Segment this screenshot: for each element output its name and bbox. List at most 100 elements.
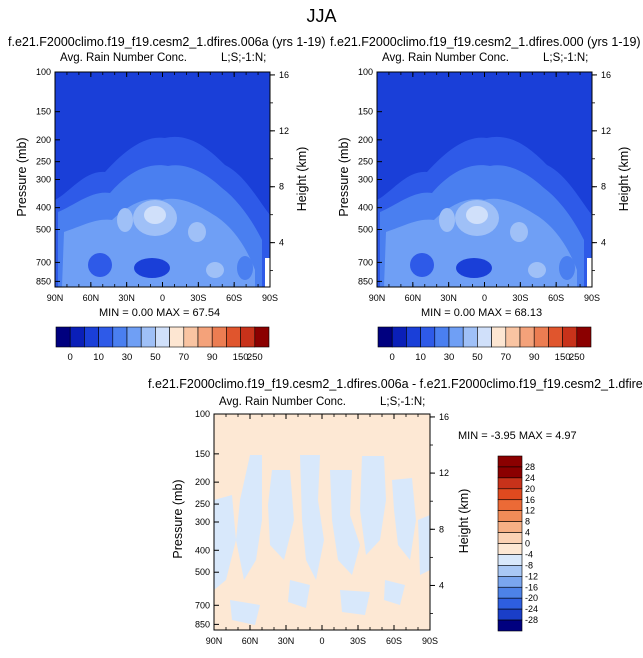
panel3-colorbar-swatch <box>497 499 523 511</box>
panel1-y2tick-label: 16 <box>279 70 289 80</box>
panel1-colorbar-swatch <box>98 326 114 348</box>
panel1-xtick-label: 60S <box>226 293 242 303</box>
panel3-colorbar-label: 4 <box>525 528 530 538</box>
panel3-ytick-label: 850 <box>195 619 210 629</box>
panel3-ytick-label: 100 <box>195 409 210 419</box>
panel1-ytick-label: 500 <box>36 224 51 234</box>
panel2-colorbar-label: 150 <box>555 352 571 363</box>
panel1-colorbar-label: 10 <box>93 352 104 363</box>
panel2-y2tick-label: 16 <box>601 70 611 80</box>
panel1-colorbar-swatch <box>155 326 170 348</box>
panel1-colorbar-swatch <box>211 326 227 348</box>
panel3-colorbar-label: 12 <box>525 506 535 516</box>
panel2-stats: MIN = 0.00 MAX = 68.13 <box>421 307 543 319</box>
panel3-colorbar-label: -24 <box>525 604 538 614</box>
panel2-y2tick-label: 12 <box>601 126 611 136</box>
panel3-ytick-label: 150 <box>195 449 210 459</box>
panel3-colorbar-swatch <box>497 608 523 621</box>
panel3-colorbar-swatch <box>497 510 523 522</box>
panel1-y2tick-label: 4 <box>279 238 284 248</box>
panel2-ytick-label: 700 <box>358 257 373 267</box>
panel1-colorbar-label: 30 <box>122 352 133 363</box>
panel1-colorbar-swatch <box>183 326 199 348</box>
panel3-ytick-label: 300 <box>195 517 210 527</box>
panel2-colorbar-label: 50 <box>472 352 483 363</box>
panel3-colorbar-label: 28 <box>525 462 535 472</box>
panel1-colorbar-swatch <box>140 326 156 348</box>
panel2-contours <box>377 136 592 287</box>
panel3-colorbar-label: -20 <box>525 593 538 603</box>
panel2-y2tick-label: 4 <box>601 238 606 248</box>
panel2-xtick-label: 60S <box>548 293 564 303</box>
panel3-ytick-label: 700 <box>195 600 210 610</box>
panel2-colorbar-swatch <box>391 326 407 348</box>
panel1-xtick-label: 0 <box>160 293 165 303</box>
panel3-colorbar-swatch <box>497 488 523 501</box>
panel3-xtick-label: 30S <box>350 636 366 646</box>
panel2-colorbar-swatch <box>462 326 478 348</box>
panel2-colorbar-swatch <box>434 326 450 348</box>
panel3-colorbar-label: -16 <box>525 582 538 592</box>
panel3-colorbar-label: 0 <box>525 539 530 549</box>
panel2-colorbar-swatch <box>491 326 507 348</box>
panel1-axis-group: 90N 60N 30N 0 30S 60S 90S 100 150 200 250 300 400 500… <box>36 67 289 303</box>
panel1-colorbar-swatch <box>169 326 185 348</box>
panel2-ytick-label: 500 <box>358 224 373 234</box>
panel1-colorbar-label: 250 <box>247 352 263 363</box>
panel1-colorbar-swatch <box>254 326 270 348</box>
panel1-xtick-label: 30S <box>190 293 206 303</box>
panel2-plot <box>376 71 593 288</box>
panel3-colorbar-label: -4 <box>525 549 533 559</box>
panel1-y2tick-label: 8 <box>279 182 284 192</box>
panel3-colorbar-label: 20 <box>525 484 535 494</box>
panel3-ytick-label: 400 <box>195 545 210 555</box>
panel3-colorbar-swatch <box>497 455 523 468</box>
panel3-case-title: f.e21.F2000climo.f19_f19.cesm2_1.dfires.… <box>148 377 643 391</box>
panel1-colorbar-swatch <box>197 326 213 348</box>
panel2-colorbar-swatch <box>505 326 521 348</box>
panel3-colorbar-swatch <box>497 543 523 555</box>
panel3-plot <box>213 413 431 631</box>
panel3-colorbar-swatch <box>497 521 523 533</box>
panel3-xtick-label: 60S <box>386 636 402 646</box>
panel2-case-title: f.e21.F2000climo.f19_f19.cesm2_1.dfires.… <box>330 35 641 49</box>
axes-layer: 90N 60N 30N 0 30S 60S 90S100150200250300400500… <box>36 67 611 646</box>
panel3-colorbar-label: -12 <box>525 571 538 581</box>
panel2-xtick-label: 60N <box>405 293 422 303</box>
panel1-colorbar-swatch <box>126 326 142 348</box>
panel3-ytick-label: 500 <box>195 567 210 577</box>
panel1-stats: MIN = 0.00 MAX = 67.54 <box>99 307 221 319</box>
panel1-colorbar-swatch <box>55 326 71 348</box>
panel2-colorbar-swatch <box>448 326 464 348</box>
panel2-colorbar-swatch <box>406 326 421 348</box>
panel3-colorbar-swatch <box>497 576 523 588</box>
panel3-colorbar-swatch <box>497 477 523 490</box>
panel2-colorbar-label: 0 <box>390 352 395 363</box>
panel1-xtick-label: 90N <box>47 293 64 303</box>
panel1-left-label: Avg. Rain Number Conc. <box>60 52 187 64</box>
panel3-colorbar-swatch <box>497 554 523 566</box>
panel3-colorbar-swatch <box>497 532 523 544</box>
panel2-ytick-label: 100 <box>358 67 373 77</box>
panel3-colorbar-swatch <box>497 597 523 610</box>
panel3-xtick-label: 90N <box>206 636 223 646</box>
panel3-ytick-label: 200 <box>195 477 210 487</box>
panel1-ytick-label: 850 <box>36 276 51 286</box>
panel3-colorbar-label: 8 <box>525 517 530 527</box>
panel3-ylabel: Pressure (mb) <box>171 479 185 559</box>
panel2-colorbar-swatch <box>548 326 563 348</box>
panel1-xtick-label: 30N <box>118 293 135 303</box>
panel1-ytick-label: 700 <box>36 257 51 267</box>
panel1-colorbar-label: 90 <box>207 352 218 363</box>
panel2-colorbar-swatch <box>420 326 436 348</box>
panel2-xtick-label: 30N <box>440 293 457 303</box>
panel1-case-title: f.e21.F2000climo.f19_f19.cesm2_1.dfires.… <box>8 35 326 49</box>
panel1-y2tick-label: 12 <box>279 126 289 136</box>
panel1-colorbar-label: 150 <box>233 352 249 363</box>
panel2-ytick-label: 400 <box>358 203 373 213</box>
panel2-colorbar-swatch <box>377 326 393 348</box>
panel1-ytick-label: 300 <box>36 175 51 185</box>
